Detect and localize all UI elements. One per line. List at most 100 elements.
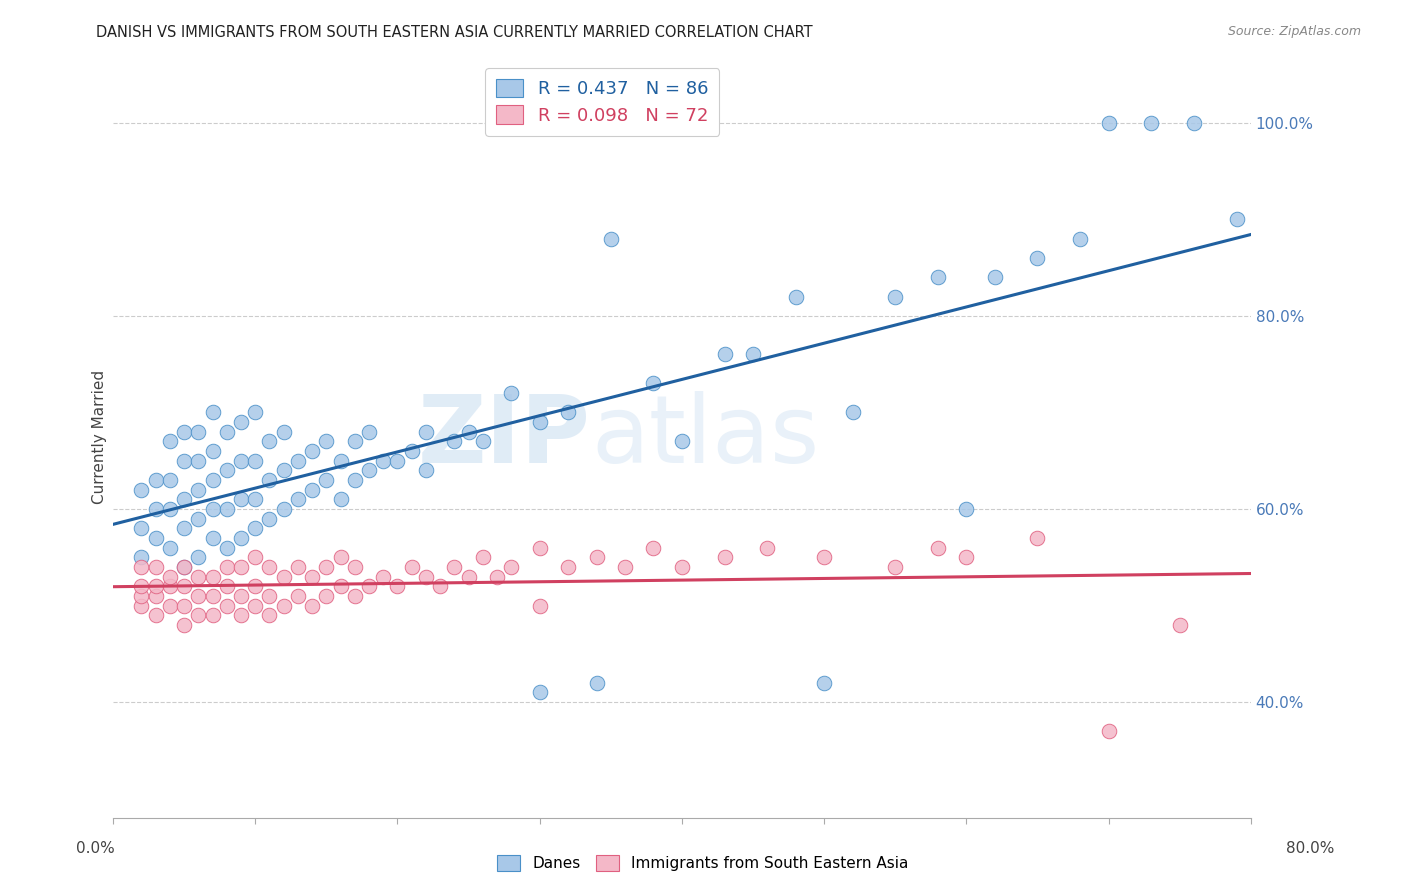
Point <box>984 270 1007 285</box>
Point <box>1026 531 1049 545</box>
Point <box>756 541 779 555</box>
Point <box>173 617 195 632</box>
Point <box>229 453 252 467</box>
Point <box>273 425 295 439</box>
Point <box>1168 617 1191 632</box>
Point <box>245 579 267 593</box>
Point <box>273 569 295 583</box>
Point <box>785 289 807 303</box>
Point <box>415 425 437 439</box>
Point <box>343 560 366 574</box>
Point <box>357 579 380 593</box>
Point <box>401 444 423 458</box>
Point <box>457 425 479 439</box>
Point <box>173 453 195 467</box>
Point <box>742 347 765 361</box>
Point <box>173 425 195 439</box>
Point <box>301 483 323 497</box>
Point <box>201 405 224 419</box>
Text: 80.0%: 80.0% <box>1286 841 1334 855</box>
Point <box>201 589 224 603</box>
Point <box>884 289 907 303</box>
Point <box>131 589 153 603</box>
Point <box>145 531 167 545</box>
Point <box>501 560 523 574</box>
Point <box>643 541 665 555</box>
Point <box>1069 231 1091 245</box>
Point <box>187 483 209 497</box>
Point <box>187 453 209 467</box>
Point <box>215 541 238 555</box>
Point <box>259 434 281 449</box>
Point <box>229 589 252 603</box>
Point <box>131 550 153 565</box>
Point <box>145 560 167 574</box>
Point <box>357 463 380 477</box>
Point <box>713 347 735 361</box>
Point <box>215 502 238 516</box>
Point <box>159 434 181 449</box>
Point <box>343 589 366 603</box>
Point <box>1097 116 1119 130</box>
Point <box>259 473 281 487</box>
Point <box>131 579 153 593</box>
Point <box>1026 251 1049 265</box>
Point <box>201 608 224 623</box>
Point <box>343 473 366 487</box>
Point <box>1226 212 1249 227</box>
Point <box>329 550 352 565</box>
Point <box>443 560 465 574</box>
Point <box>187 608 209 623</box>
Point <box>229 560 252 574</box>
Point <box>273 502 295 516</box>
Point <box>955 550 977 565</box>
Point <box>229 492 252 507</box>
Point <box>315 589 337 603</box>
Point <box>529 541 551 555</box>
Point <box>159 569 181 583</box>
Point <box>173 579 195 593</box>
Point <box>529 685 551 699</box>
Point <box>187 511 209 525</box>
Point <box>145 473 167 487</box>
Legend: R = 0.437   N = 86, R = 0.098   N = 72: R = 0.437 N = 86, R = 0.098 N = 72 <box>485 68 718 136</box>
Point <box>145 502 167 516</box>
Point <box>387 579 409 593</box>
Point <box>329 492 352 507</box>
Point <box>301 599 323 613</box>
Point <box>585 675 607 690</box>
Point <box>273 463 295 477</box>
Point <box>131 599 153 613</box>
Point <box>287 492 309 507</box>
Point <box>329 579 352 593</box>
Point <box>415 569 437 583</box>
Point <box>841 405 863 419</box>
Point <box>259 589 281 603</box>
Point <box>259 608 281 623</box>
Point <box>229 415 252 429</box>
Point <box>357 425 380 439</box>
Point <box>529 599 551 613</box>
Point <box>201 444 224 458</box>
Point <box>315 473 337 487</box>
Legend: Danes, Immigrants from South Eastern Asia: Danes, Immigrants from South Eastern Asi… <box>491 849 915 877</box>
Point <box>713 550 735 565</box>
Point <box>884 560 907 574</box>
Point <box>301 444 323 458</box>
Point <box>599 231 621 245</box>
Point <box>813 675 835 690</box>
Point <box>187 569 209 583</box>
Point <box>187 550 209 565</box>
Point <box>201 502 224 516</box>
Point <box>529 415 551 429</box>
Point <box>614 560 637 574</box>
Point <box>245 550 267 565</box>
Point <box>245 453 267 467</box>
Point <box>401 560 423 574</box>
Point <box>287 560 309 574</box>
Text: atlas: atlas <box>591 391 820 483</box>
Point <box>373 569 395 583</box>
Point <box>215 599 238 613</box>
Point <box>245 599 267 613</box>
Point <box>557 405 579 419</box>
